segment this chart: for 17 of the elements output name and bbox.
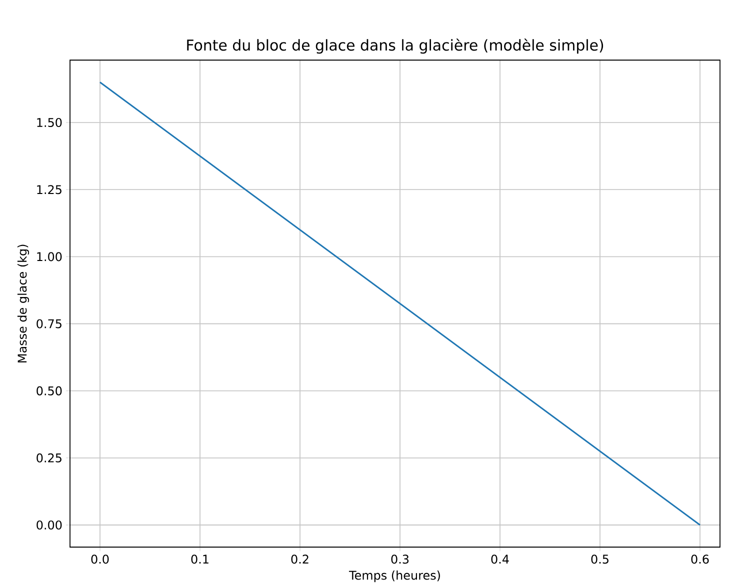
chart-title: Fonte du bloc de glace dans la glacière (modèle simple) (187, 38, 604, 54)
y-axis-title: Masse de glace (kg) (17, 244, 30, 362)
x-tick-label: 0.0 (91, 554, 109, 564)
x-tick-label: 0.2 (291, 554, 308, 564)
y-tick-label: 1.00 (37, 252, 62, 261)
y-tick-label: 0.50 (36, 386, 62, 396)
x-tick-label: 0.1 (191, 554, 208, 564)
x-tick-label: 0.6 (691, 554, 709, 564)
x-tick-label: 0.5 (591, 554, 608, 564)
y-tick-label: 1.25 (37, 184, 62, 194)
y-tick-label: 0.00 (36, 520, 62, 530)
y-tick-label: 0.75 (36, 319, 62, 328)
x-axis-title: Temps (heures) (348, 570, 440, 582)
x-tick-label: 0.4 (491, 554, 509, 564)
x-tick-label: 0.3 (391, 554, 409, 564)
y-tick-label: 0.25 (36, 453, 62, 462)
y-tick-label: 1.50 (37, 118, 62, 127)
